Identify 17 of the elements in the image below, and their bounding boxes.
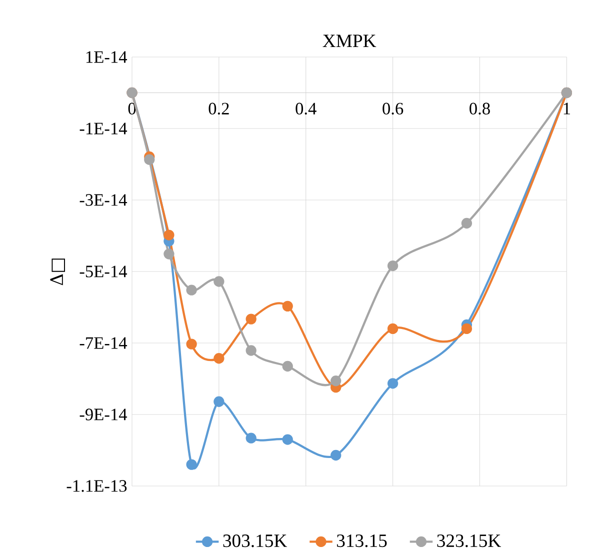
y-tick-label: -9E-14	[80, 408, 128, 420]
y-tick-label: -3E-14	[80, 194, 128, 206]
legend-label: 303.15K	[223, 534, 288, 548]
x-tick-label: 0.8	[470, 102, 490, 115]
legend-label: 313.15	[337, 534, 387, 548]
y-tick-label: 1E-14	[86, 51, 128, 63]
x-tick-label: 0.2	[208, 102, 229, 115]
y-tick-label: -5E-14	[80, 266, 128, 278]
y-tick-label: -7E-14	[80, 337, 128, 349]
chart-title: XMPK	[322, 34, 376, 47]
y-axis-title: Δ□	[50, 258, 65, 286]
x-tick-label: 0.4	[296, 102, 316, 115]
x-tick-label: 0.6	[382, 102, 404, 115]
x-tick-label: 1	[564, 102, 570, 114]
legend-label: 323.15K	[437, 534, 501, 548]
y-tick-label: -1E-14	[80, 122, 128, 134]
y-tick-label: -1.1E-13	[66, 480, 127, 492]
